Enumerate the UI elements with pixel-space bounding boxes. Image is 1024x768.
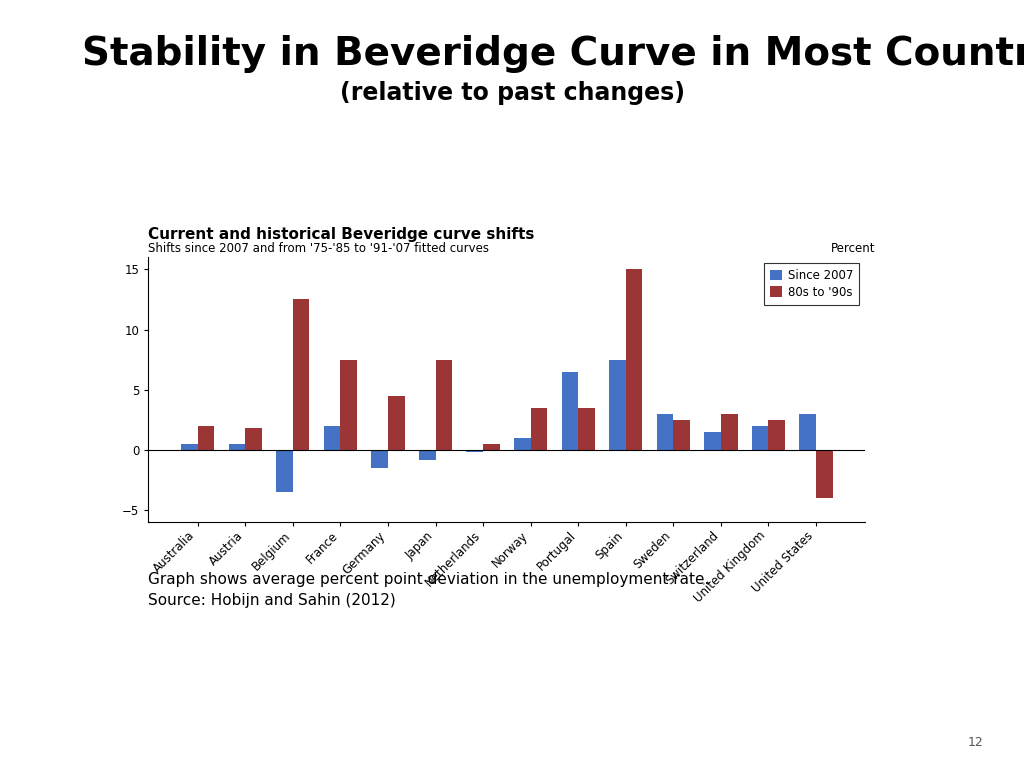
- Bar: [324, 426, 340, 450]
- Text: Percent: Percent: [831, 242, 876, 255]
- Bar: [530, 408, 547, 450]
- Bar: [293, 300, 309, 450]
- Bar: [800, 414, 816, 450]
- Bar: [181, 444, 198, 450]
- Text: Source: Hobijn and Sahin (2012): Source: Hobijn and Sahin (2012): [148, 593, 396, 608]
- Bar: [388, 396, 404, 450]
- Bar: [467, 450, 483, 452]
- Bar: [816, 450, 833, 498]
- Bar: [483, 444, 500, 450]
- Bar: [609, 359, 626, 450]
- Bar: [514, 438, 530, 450]
- Text: (relative to past changes): (relative to past changes): [340, 81, 684, 104]
- Bar: [276, 450, 293, 492]
- Bar: [656, 414, 674, 450]
- Bar: [340, 359, 357, 450]
- Bar: [435, 359, 453, 450]
- Text: Shifts since 2007 and from '75-'85 to '91-'07 fitted curves: Shifts since 2007 and from '75-'85 to '9…: [148, 242, 489, 255]
- Bar: [561, 372, 579, 450]
- Bar: [674, 420, 690, 450]
- Text: Stability in Beveridge Curve in Most Countries: Stability in Beveridge Curve in Most Cou…: [82, 35, 1024, 72]
- Text: 12: 12: [968, 736, 983, 749]
- Bar: [372, 450, 388, 468]
- Bar: [768, 420, 785, 450]
- Legend: Since 2007, 80s to '90s: Since 2007, 80s to '90s: [765, 263, 859, 305]
- Bar: [198, 426, 214, 450]
- Bar: [579, 408, 595, 450]
- Bar: [626, 270, 642, 450]
- Bar: [419, 450, 435, 459]
- Bar: [228, 444, 246, 450]
- Bar: [246, 429, 262, 450]
- Bar: [721, 414, 737, 450]
- Bar: [752, 426, 768, 450]
- Bar: [705, 432, 721, 450]
- Text: Current and historical Beveridge curve shifts: Current and historical Beveridge curve s…: [148, 227, 535, 242]
- Text: Graph shows average percent point deviation in the unemployment rate.: Graph shows average percent point deviat…: [148, 572, 710, 588]
